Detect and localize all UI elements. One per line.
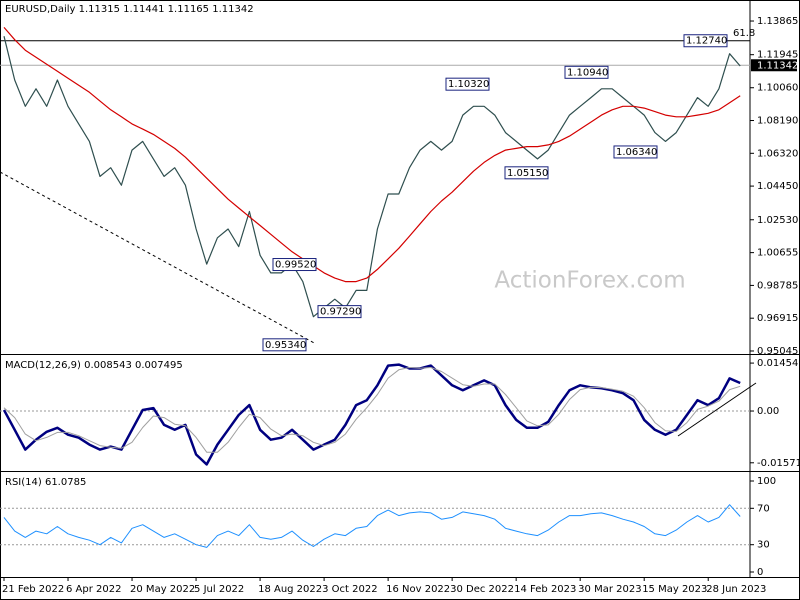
macd-trend-line [677,382,757,437]
price-label: 1.10940 [567,67,608,78]
y-tick-label: 1.04450 [757,181,798,192]
series-line [2,363,741,466]
y-tick-label: 0.014549 [757,358,800,369]
y-tick-label: -0.015712 [757,458,800,469]
y-tick-label: 30 [757,540,770,551]
y-tick-label: 0 [757,567,763,578]
y-tick-label: 0.98785 [757,280,798,291]
series-line [3,367,741,453]
y-tick-label: 0.96915 [757,313,798,324]
series-line [3,27,741,283]
label-box [445,77,490,91]
x-tick-label: 28 Jun 2023 [706,584,766,595]
y-tick-label: 1.11945 [757,50,798,61]
last-price-box [751,59,797,72]
series-line [3,36,741,318]
price-label: 0.97290 [320,307,361,318]
label-box [272,258,317,272]
y-tick-label: 0.00 [757,406,779,417]
x-tick-label: 5 Jul 2022 [194,584,244,595]
series-line [3,504,741,548]
price-label: 1.12740 [686,36,727,47]
label-box [683,34,728,48]
fib-label: 61.8 [733,28,755,39]
x-tick-label: 6 Apr 2022 [66,584,121,595]
watermark: ActionForex.com [494,268,685,294]
y-tick-label: 1.00655 [757,248,798,259]
x-tick-label: 16 Nov 2022 [386,584,450,595]
label-box [262,338,307,352]
y-tick-label: 1.13865 [757,16,798,27]
label-box [317,305,362,319]
y-tick-label: 1.08190 [757,116,798,127]
x-tick-label: 15 May 2023 [642,584,707,595]
x-tick-label: 18 Aug 2022 [258,584,322,595]
y-tick-label: 0.95045 [757,346,798,357]
price-label: 1.05150 [507,168,548,179]
price-label: 1.06340 [616,147,657,158]
label-box [613,145,658,159]
x-tick-label: 20 May 2022 [130,584,195,595]
x-tick-label: 30 Mar 2023 [578,584,641,595]
chart-title: EURUSD,Daily 1.11315 1.11441 1.11165 1.1… [5,4,254,15]
macd-title: MACD(12,26,9) 0.008543 0.007495 [5,360,183,371]
label-box [564,65,609,79]
y-tick-label: 1.06320 [757,148,798,159]
label-box [504,166,549,180]
price-label: 0.99520 [275,260,316,271]
x-tick-label: 21 Feb 2022 [2,584,64,595]
y-tick-label: 1.02530 [757,215,798,226]
last-price-label: 1.11342 [757,60,798,71]
y-tick-label: 100 [757,476,776,487]
price-label: 0.95340 [265,340,306,351]
y-tick-label: 70 [757,503,770,514]
x-tick-label: 30 Dec 2022 [450,584,514,595]
rsi-title: RSI(14) 61.0785 [5,477,86,488]
price-label: 1.10320 [448,79,489,90]
y-tick-label: 1.10060 [757,83,798,94]
x-tick-label: 14 Feb 2023 [514,584,576,595]
x-tick-label: 3 Oct 2022 [322,584,377,595]
